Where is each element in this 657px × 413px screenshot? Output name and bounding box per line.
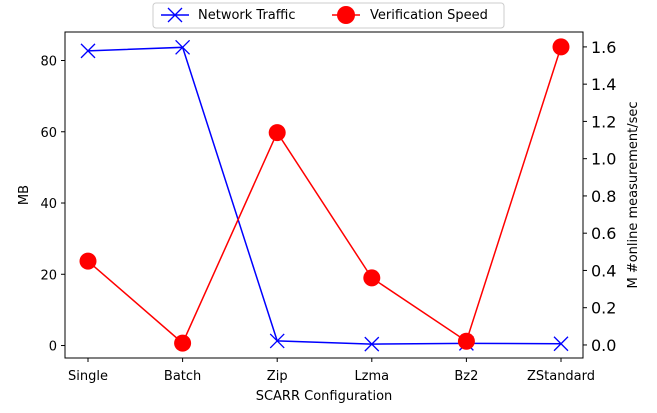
- y-tick-label-4: 80: [40, 55, 57, 70]
- x-tick-label-3: Lzma: [354, 369, 389, 384]
- legend-entry-network-traffic: Network Traffic: [161, 7, 295, 23]
- point-network-traffic-3: [364, 336, 380, 352]
- legend-label-verification-speed: Verification Speed: [370, 8, 488, 23]
- y-tick-label-1: 20: [40, 268, 57, 283]
- point-network-traffic-5: [553, 336, 569, 352]
- x-tick-label-2: Zip: [267, 369, 288, 384]
- legend-frame: [152, 2, 505, 29]
- point-verification-speed-2: [268, 124, 286, 142]
- point-network-traffic-0: [80, 43, 96, 59]
- legend-marker-verification-speed: [337, 6, 355, 24]
- legend-entry-verification-speed: Verification Speed: [332, 6, 488, 24]
- y2-tick-label-1: 0.2: [591, 299, 616, 318]
- y2-tick-label-6: 1.2: [591, 112, 616, 131]
- y2-tick-label-2: 0.4: [591, 261, 616, 280]
- y2-tick-label-5: 1.0: [591, 150, 616, 169]
- point-network-traffic-1: [175, 39, 191, 55]
- y-axis-label: MB: [17, 185, 32, 205]
- x-axis-label: SCARR Configuration: [256, 389, 393, 404]
- point-verification-speed-1: [174, 334, 192, 352]
- y-tick-label-3: 60: [40, 126, 57, 141]
- point-verification-speed-4: [457, 332, 475, 350]
- x-tick-label-0: Single: [68, 369, 108, 384]
- x-tick-label-1: Batch: [164, 369, 201, 384]
- y-tick-label-2: 40: [40, 197, 57, 212]
- x-tick-label-5: ZStandard: [527, 369, 595, 384]
- series-line-verification-speed: [87, 46, 562, 345]
- point-verification-speed-0: [79, 252, 97, 270]
- series-line-network-traffic: [87, 46, 562, 345]
- legend-label-network-traffic: Network Traffic: [198, 8, 295, 23]
- point-network-traffic-2: [269, 333, 285, 349]
- point-verification-speed-3: [363, 269, 381, 287]
- y2-tick-label-7: 1.4: [591, 75, 616, 94]
- y-tick-label-0: 0: [49, 340, 57, 355]
- x-tick-label-4: Bz2: [454, 369, 478, 384]
- legend-marker-network-traffic: [167, 7, 183, 23]
- y2-tick-label-8: 1.6: [591, 38, 616, 57]
- y2-tick-label-0: 0.0: [591, 336, 616, 355]
- point-verification-speed-5: [552, 38, 570, 56]
- legend: Network Traffic Verification Speed: [152, 2, 505, 29]
- y2-tick-label-3: 0.6: [591, 224, 616, 243]
- y2-tick-label-4: 0.8: [591, 187, 616, 206]
- y2-axis-label: M #online measurement/sec: [626, 101, 641, 288]
- plot-area-frame: [64, 31, 584, 359]
